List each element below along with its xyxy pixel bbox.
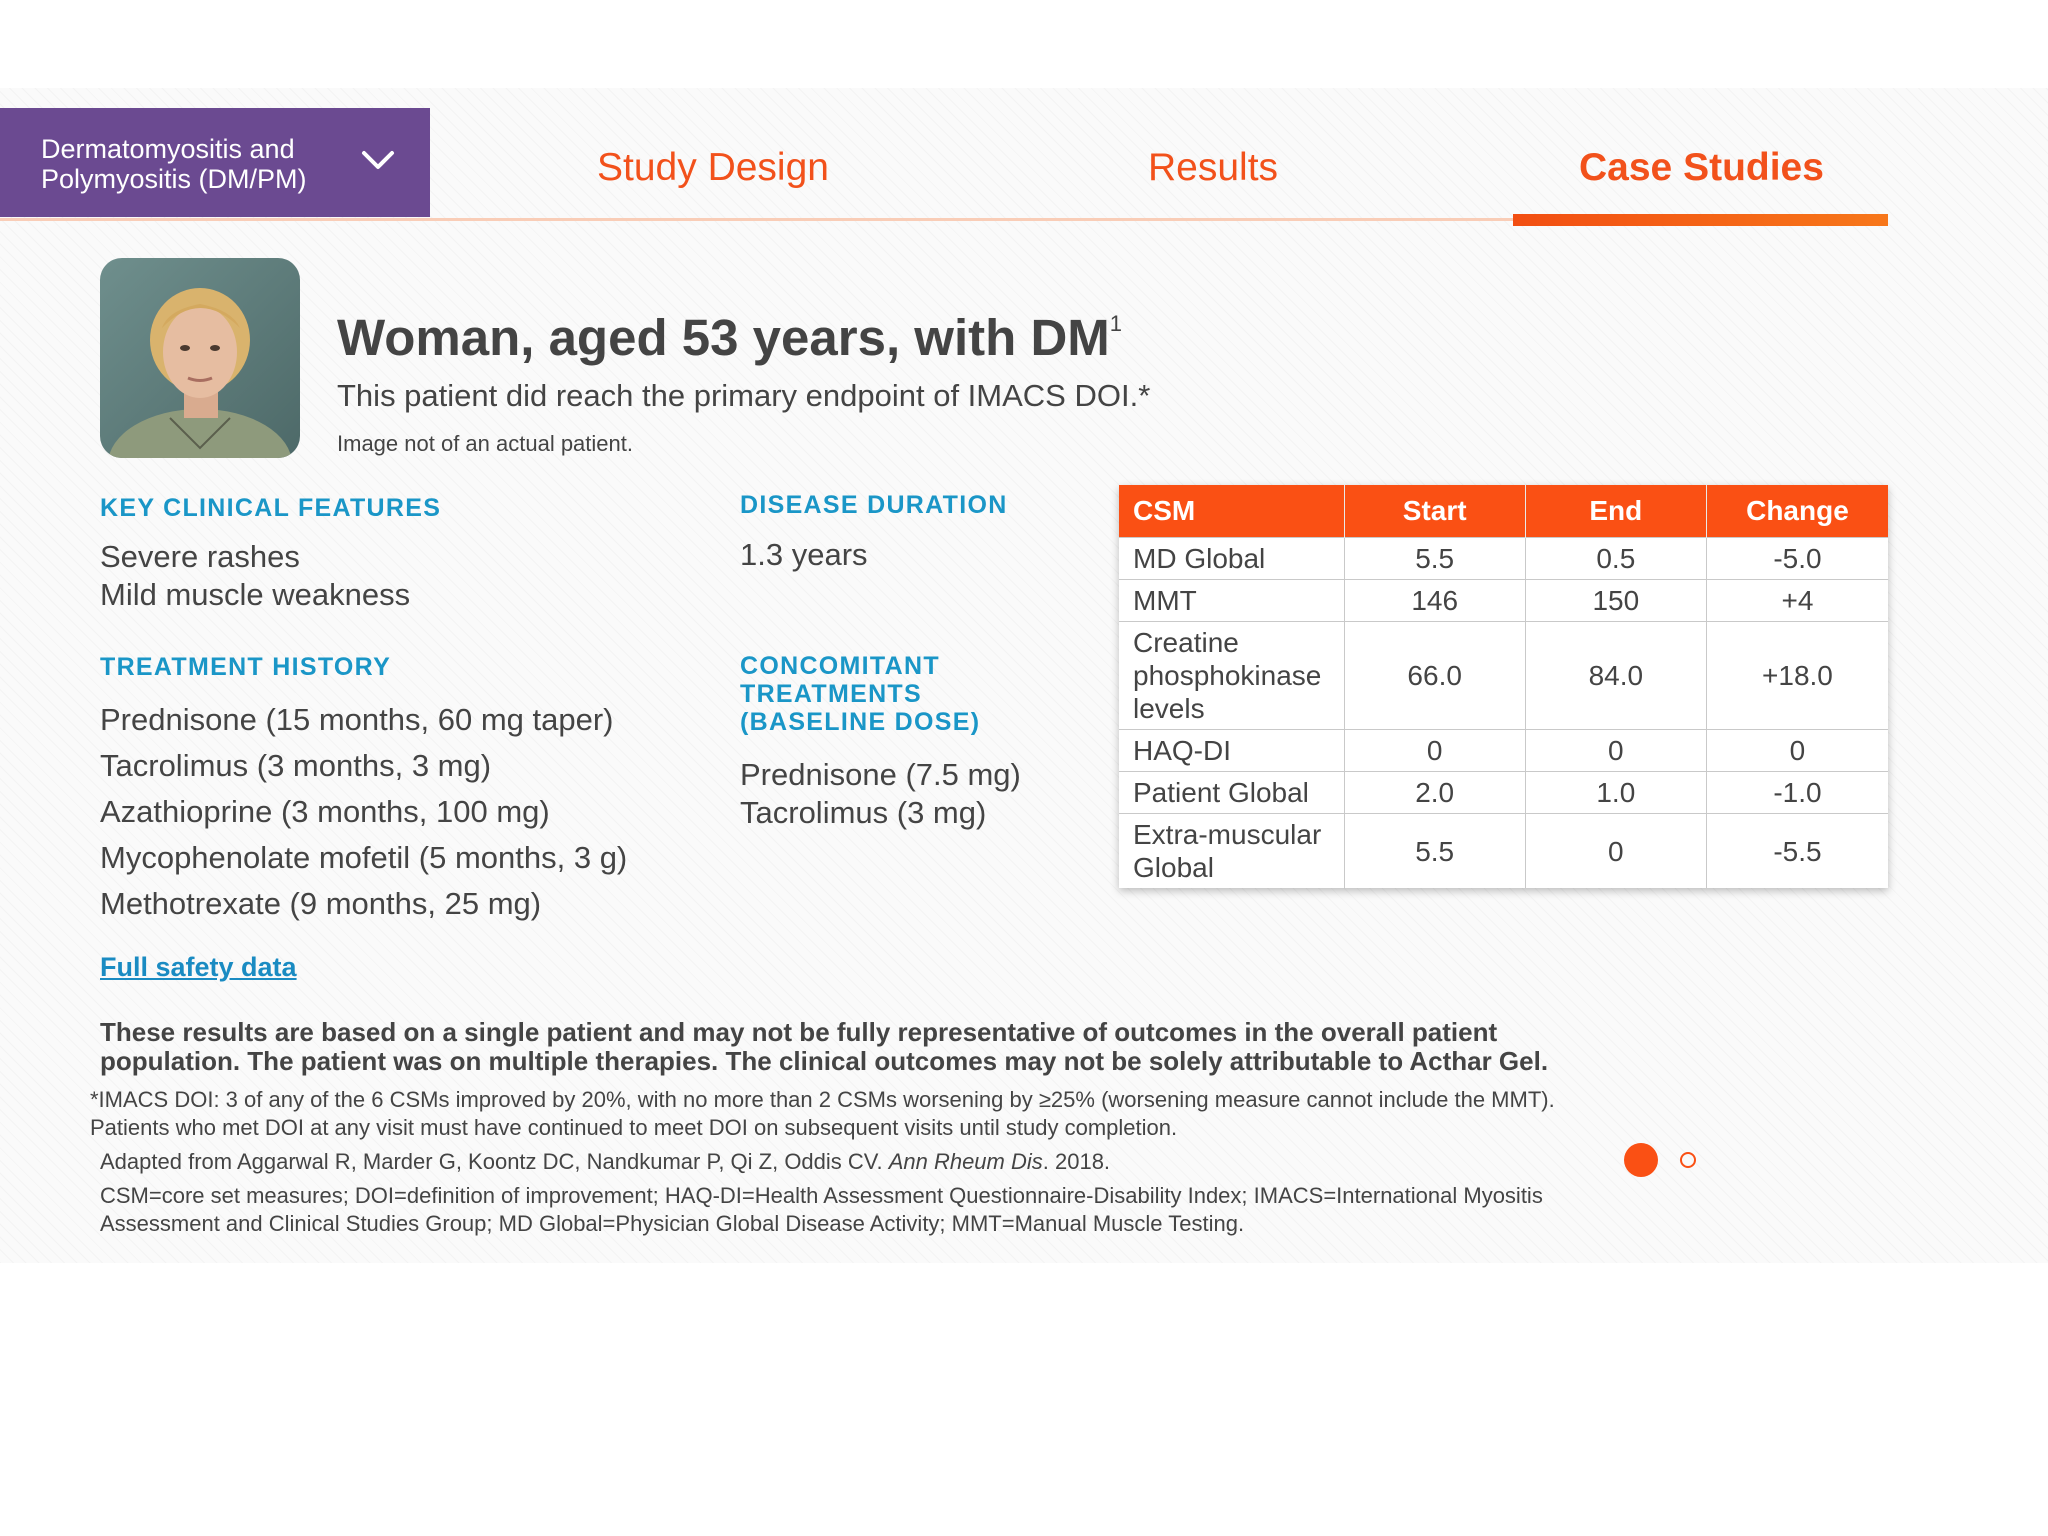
table-cell: 0.5 <box>1525 538 1706 580</box>
table-cell: 5.5 <box>1344 814 1525 889</box>
footnote-ref: 1 <box>1110 311 1122 336</box>
pager-dot-2[interactable] <box>1680 1152 1696 1168</box>
table-cell: 5.5 <box>1344 538 1525 580</box>
table-cell: -5.0 <box>1706 538 1888 580</box>
citation: Adapted from Aggarwal R, Marder G, Koont… <box>100 1148 1110 1176</box>
active-tab-indicator <box>1513 214 1888 226</box>
table-cell: -5.5 <box>1706 814 1888 889</box>
table-row: MMT 146 150 +4 <box>1119 580 1888 622</box>
table-row: HAQ-DI 0 0 0 <box>1119 730 1888 772</box>
table-cell: 0 <box>1525 814 1706 889</box>
csm-results-table: CSM Start End Change MD Global 5.5 0.5 -… <box>1119 485 1888 888</box>
list-item: Prednisone (7.5 mg) <box>740 756 1021 794</box>
table-cell: Patient Global <box>1119 772 1344 814</box>
list-item: Tacrolimus (3 mg) <box>740 794 1021 832</box>
key-features-heading: KEY CLINICAL FEATURES <box>100 494 441 522</box>
image-disclaimer: Image not of an actual patient. <box>337 431 633 457</box>
patient-photo <box>100 258 300 458</box>
table-row: MD Global 5.5 0.5 -5.0 <box>1119 538 1888 580</box>
concomitant-list: Prednisone (7.5 mg) Tacrolimus (3 mg) <box>740 756 1021 832</box>
citation-journal: Ann Rheum Dis <box>889 1149 1043 1174</box>
list-item: Prednisone (15 months, 60 mg taper) <box>100 697 627 743</box>
indication-dropdown[interactable]: Dermatomyositis and Polymyositis (DM/PM) <box>0 108 430 217</box>
table-cell: 150 <box>1525 580 1706 622</box>
disease-duration-value: 1.3 years <box>740 536 868 574</box>
table-row: Patient Global 2.0 1.0 -1.0 <box>1119 772 1888 814</box>
table-cell: +4 <box>1706 580 1888 622</box>
key-features-list: Severe rashes Mild muscle weakness <box>100 538 410 614</box>
table-cell: +18.0 <box>1706 622 1888 730</box>
table-cell: 66.0 <box>1344 622 1525 730</box>
column-header-change: Change <box>1706 485 1888 538</box>
table-cell: -1.0 <box>1706 772 1888 814</box>
treatment-history-list: Prednisone (15 months, 60 mg taper) Tacr… <box>100 697 627 927</box>
disease-duration-heading: DISEASE DURATION <box>740 491 1008 519</box>
table-cell: Creatine phosphokinase levels <box>1119 622 1344 730</box>
table-cell: 146 <box>1344 580 1525 622</box>
table-row: Creatine phosphokinase levels 66.0 84.0 … <box>1119 622 1888 730</box>
table-cell: MD Global <box>1119 538 1344 580</box>
indication-dropdown-label: Dermatomyositis and Polymyositis (DM/PM) <box>41 134 341 194</box>
table-cell: 1.0 <box>1525 772 1706 814</box>
pager-dot-1[interactable] <box>1624 1143 1658 1177</box>
tab-results[interactable]: Results <box>1148 146 1278 190</box>
chevron-down-icon <box>360 148 396 172</box>
full-safety-data-link[interactable]: Full safety data <box>100 952 297 983</box>
list-item: Severe rashes <box>100 538 410 576</box>
table-header-row: CSM Start End Change <box>1119 485 1888 538</box>
table-cell: 0 <box>1706 730 1888 772</box>
abbreviations: CSM=core set measures; DOI=definition of… <box>100 1182 1660 1238</box>
table-row: Extra-muscular Global 5.5 0 -5.5 <box>1119 814 1888 889</box>
list-item: Mild muscle weakness <box>100 576 410 614</box>
treatment-history-heading: TREATMENT HISTORY <box>100 653 391 681</box>
table-cell: 84.0 <box>1525 622 1706 730</box>
table-cell: MMT <box>1119 580 1344 622</box>
table-cell: 0 <box>1525 730 1706 772</box>
case-subtitle: This patient did reach the primary endpo… <box>337 378 1150 414</box>
tab-case-studies[interactable]: Case Studies <box>1579 146 1824 190</box>
case-title: Woman, aged 53 years, with DM1 <box>337 302 1122 366</box>
list-item: Methotrexate (9 months, 25 mg) <box>100 881 627 927</box>
list-item: Mycophenolate mofetil (5 months, 3 g) <box>100 835 627 881</box>
column-header-start: Start <box>1344 485 1525 538</box>
concomitant-heading: CONCOMITANT TREATMENTS (BASELINE DOSE) <box>740 652 1040 736</box>
table-cell: 0 <box>1344 730 1525 772</box>
column-header-csm: CSM <box>1119 485 1344 538</box>
tab-study-design[interactable]: Study Design <box>597 146 829 190</box>
table-cell: HAQ-DI <box>1119 730 1344 772</box>
list-item: Azathioprine (3 months, 100 mg) <box>100 789 627 835</box>
column-header-end: End <box>1525 485 1706 538</box>
results-disclaimer: These results are based on a single pati… <box>100 1018 1640 1076</box>
table-cell: 2.0 <box>1344 772 1525 814</box>
list-item: Tacrolimus (3 months, 3 mg) <box>100 743 627 789</box>
table-cell: Extra-muscular Global <box>1119 814 1344 889</box>
list-item: 1.3 years <box>740 536 868 574</box>
doi-footnote: *IMACS DOI: 3 of any of the 6 CSMs impro… <box>90 1086 1630 1142</box>
